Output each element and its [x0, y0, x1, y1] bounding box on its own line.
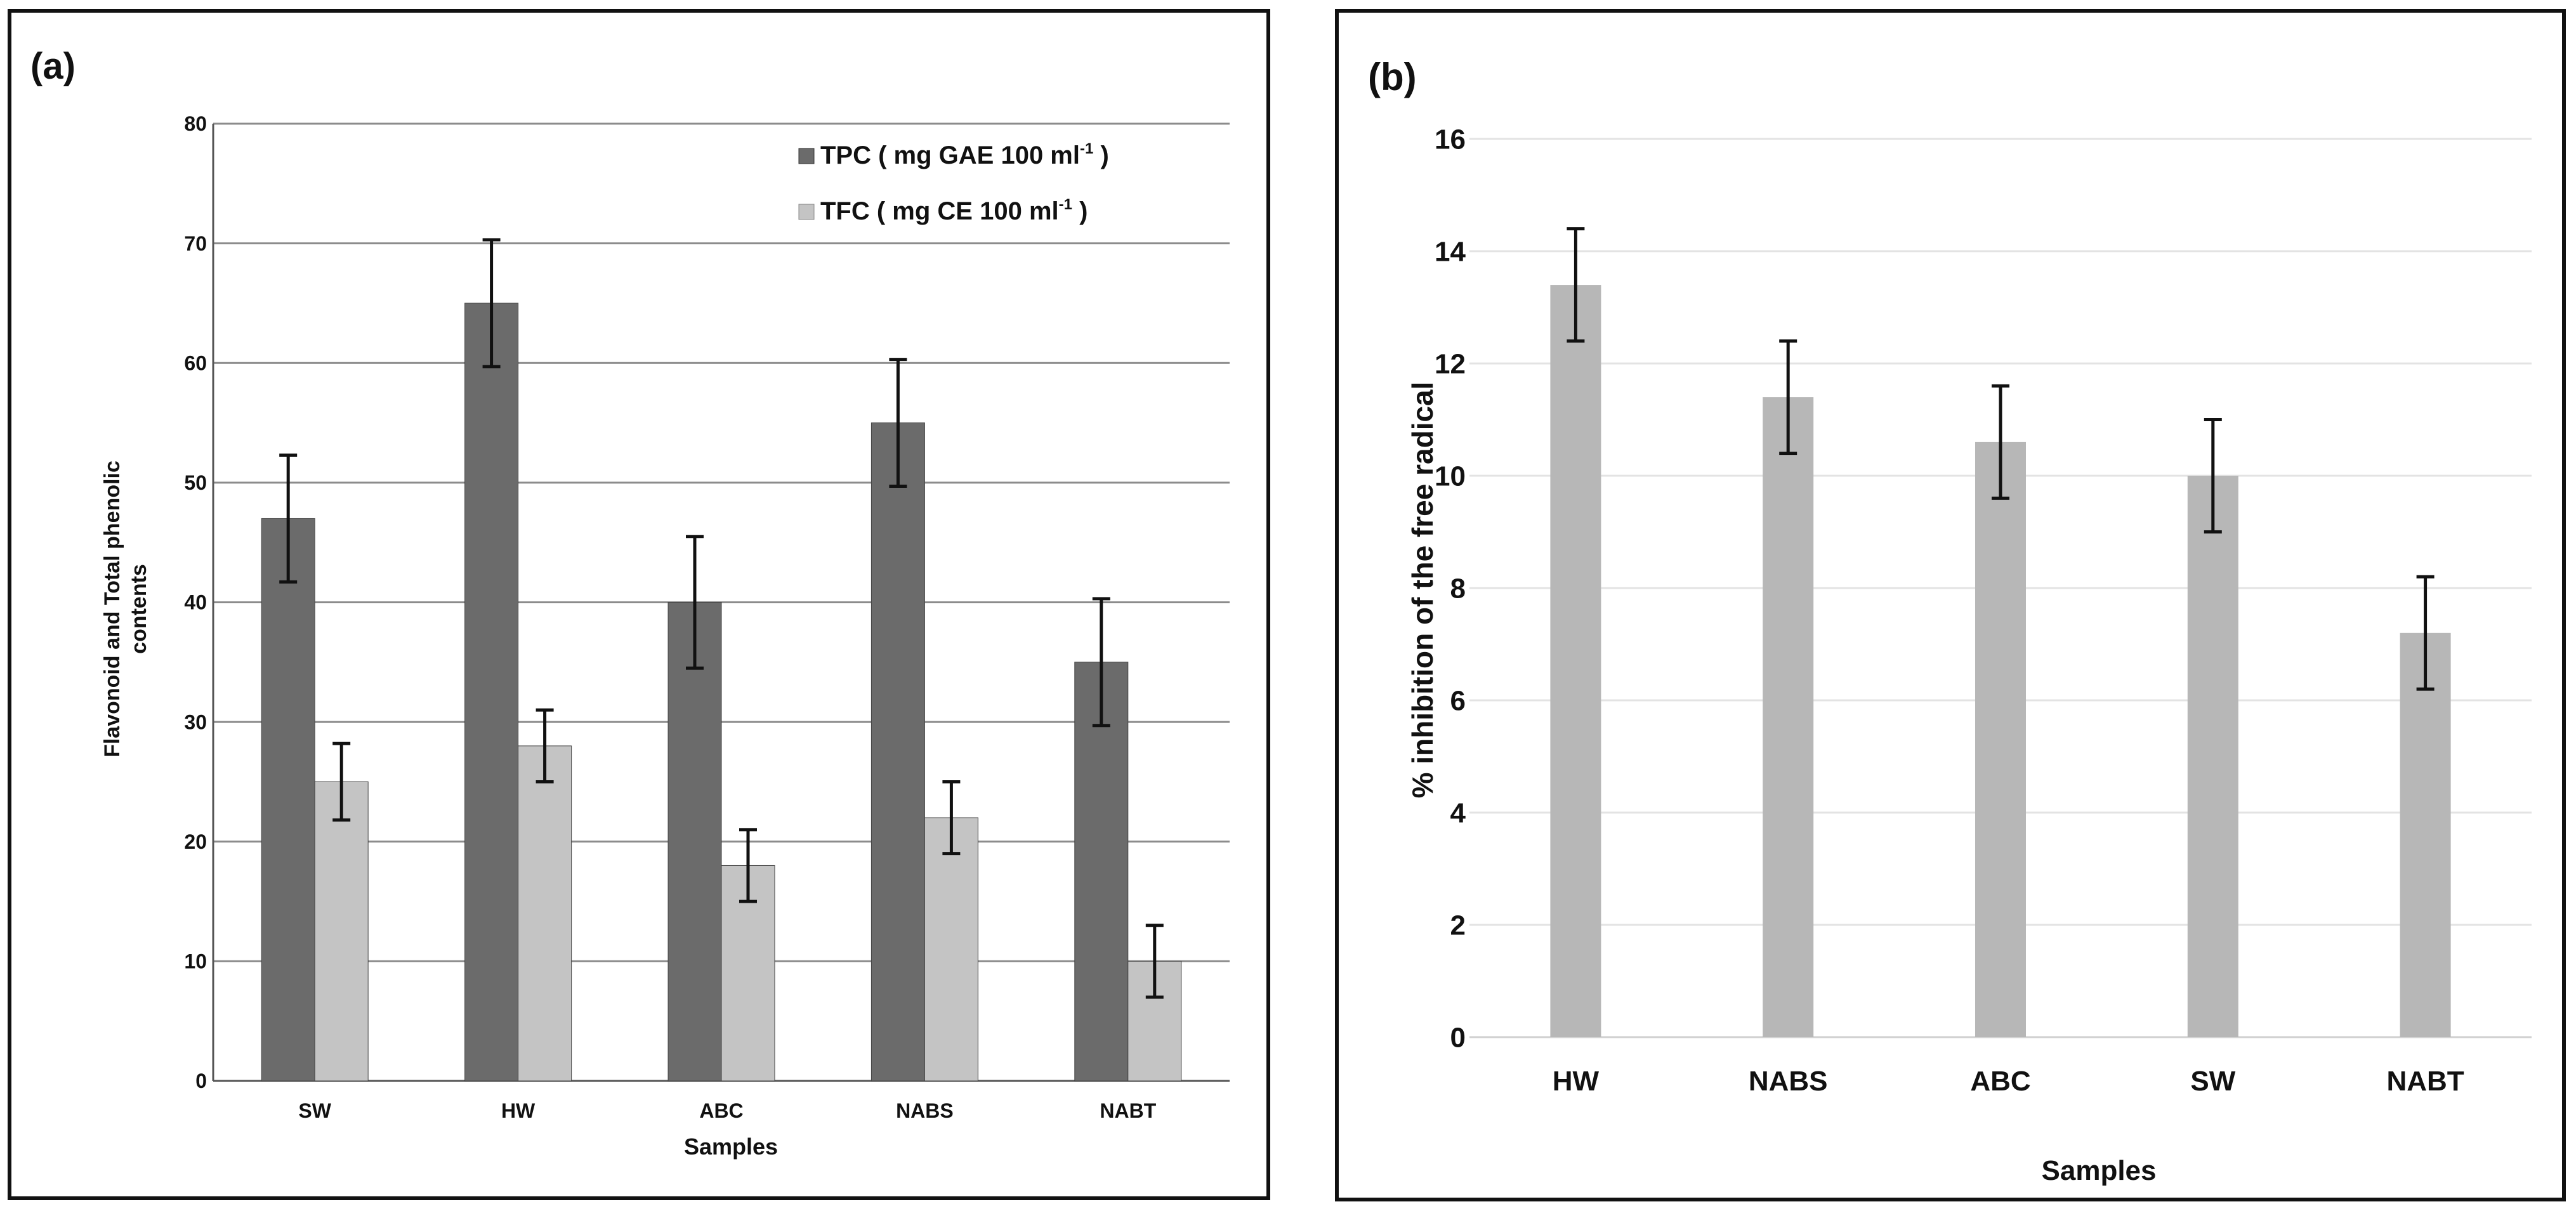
b-y-tick-4: 4: [1450, 797, 1466, 828]
a-y-tick-70: 70: [184, 232, 207, 255]
a-x-tick-nabs: NABS: [896, 1099, 954, 1122]
b-y-tick-6: 6: [1450, 685, 1466, 716]
chart-b-svg: 0 2 4 6 8 10 12 14 16 HW NABS ABC SW NABT (b) % inhi…: [1368, 56, 2532, 1186]
b-bar-inhibition-nabt: [2400, 632, 2451, 1037]
b-bar-inhibition-hw: [1550, 285, 1601, 1038]
a-errorbar-tpc-nabt: [1092, 597, 1110, 728]
chart-a-svg: 0 10 20 30 40 50 60 70 80 SW HW ABC NABS NABT (a) Fl…: [30, 46, 1230, 1160]
chart-b-x-tick-labels: HW NABS ABC SW NABT: [1553, 1066, 2464, 1097]
legend-label-tfc: TFC ( mg CE 100 ml-1 ): [820, 196, 1088, 225]
a-errorbar-tfc-nabt: [1145, 924, 1164, 999]
a-bar-tfc-sw: [314, 781, 369, 1082]
b-bar-inhibition-sw: [2187, 476, 2238, 1037]
a-errorbar-tfc-sw: [332, 742, 351, 822]
chart-a-y-axis-title-line2: contents: [127, 564, 151, 654]
a-y-tick-20: 20: [184, 830, 207, 853]
b-y-tick-8: 8: [1450, 573, 1466, 604]
b-y-tick-14: 14: [1435, 236, 1466, 267]
a-bar-tfc-nabt: [1127, 960, 1182, 1082]
legend-swatch-tfc: [798, 204, 815, 220]
b-y-tick-2: 2: [1450, 910, 1466, 941]
a-x-tick-hw: HW: [501, 1099, 536, 1122]
panel-b-label: (b): [1368, 56, 1417, 98]
a-y-tick-50: 50: [184, 471, 207, 494]
a-errorbar-tpc-nabs: [889, 358, 907, 488]
chart-a-x-tick-labels: SW HW ABC NABS NABT: [298, 1099, 1156, 1122]
panel-a-label: (a): [30, 46, 76, 87]
a-errorbar-tpc-hw: [482, 238, 501, 369]
a-bar-tpc-abc: [667, 602, 722, 1082]
a-y-tick-0: 0: [195, 1069, 207, 1092]
a-bar-tpc-hw: [464, 303, 519, 1082]
b-x-tick-nabt: NABT: [2386, 1066, 2464, 1097]
b-bar-inhibition-abc: [1975, 441, 2026, 1037]
chart-b-y-tick-labels: 0 2 4 6 8 10 12 14 16: [1435, 124, 1466, 1053]
a-errorbar-tpc-sw: [279, 453, 298, 584]
a-errorbar-tpc-abc: [686, 535, 704, 670]
chart-b-x-axis-title: Samples: [2042, 1155, 2157, 1186]
b-errorbar-inhibition-abc: [1992, 384, 2009, 500]
a-errorbar-tfc-hw: [536, 708, 554, 783]
b-y-tick-12: 12: [1435, 348, 1466, 379]
a-y-tick-80: 80: [184, 112, 207, 135]
chart-b-y-axis-title: % inhibition of the free radical: [1406, 382, 1439, 799]
b-errorbar-inhibition-nabt: [2416, 575, 2435, 691]
a-bar-tpc-nabt: [1074, 662, 1129, 1082]
chart-b-bars: [1550, 285, 2451, 1038]
chart-b-error-bars: [1567, 227, 2435, 691]
chart-panel-b: 0 2 4 6 8 10 12 14 16 HW NABS ABC SW NABT (b) % inhi…: [1335, 9, 2566, 1201]
a-x-tick-nabt: NABT: [1100, 1099, 1156, 1122]
chart-a-y-tick-labels: 0 10 20 30 40 50 60 70 80: [184, 112, 207, 1092]
b-bar-inhibition-nabs: [1763, 397, 1814, 1037]
legend-label-tpc: TPC ( mg GAE 100 ml-1 ): [820, 140, 1109, 169]
a-y-tick-30: 30: [184, 710, 207, 733]
a-y-tick-40: 40: [184, 591, 207, 614]
a-y-tick-60: 60: [184, 351, 207, 374]
a-x-tick-abc: ABC: [699, 1099, 743, 1122]
b-errorbar-inhibition-hw: [1567, 227, 1585, 343]
chart-a-x-axis-title: Samples: [684, 1134, 778, 1160]
chart-panel-a: 0 10 20 30 40 50 60 70 80 SW HW ABC NABS NABT (a) Fl…: [8, 9, 1270, 1200]
b-y-tick-0: 0: [1450, 1022, 1466, 1053]
a-bar-tfc-hw: [518, 745, 572, 1082]
b-y-tick-16: 16: [1435, 124, 1466, 155]
a-x-tick-sw: SW: [298, 1099, 331, 1122]
chart-a-legend: TPC ( mg GAE 100 ml-1 ) TFC ( mg CE 100 …: [798, 140, 1109, 225]
b-x-tick-abc: ABC: [1970, 1066, 2030, 1097]
b-x-tick-sw: SW: [2190, 1066, 2235, 1097]
b-errorbar-inhibition-sw: [2204, 418, 2222, 533]
a-bar-tpc-sw: [261, 518, 315, 1082]
a-errorbar-tfc-abc: [739, 828, 757, 903]
b-x-tick-hw: HW: [1553, 1066, 1600, 1097]
b-y-tick-10: 10: [1435, 461, 1466, 492]
b-x-tick-nabs: NABS: [1749, 1066, 1828, 1097]
a-y-tick-10: 10: [184, 950, 207, 973]
a-bar-tpc-nabs: [871, 422, 925, 1082]
b-errorbar-inhibition-nabs: [1779, 339, 1797, 455]
a-bar-tfc-nabs: [924, 817, 978, 1082]
chart-a-bars: [261, 303, 1182, 1082]
a-errorbar-tfc-nabs: [942, 780, 961, 856]
chart-a-error-bars: [279, 238, 1164, 999]
legend-swatch-tpc: [798, 148, 815, 164]
chart-a-y-axis-title-line1: Flavonoid and Total phenolic: [100, 461, 124, 757]
